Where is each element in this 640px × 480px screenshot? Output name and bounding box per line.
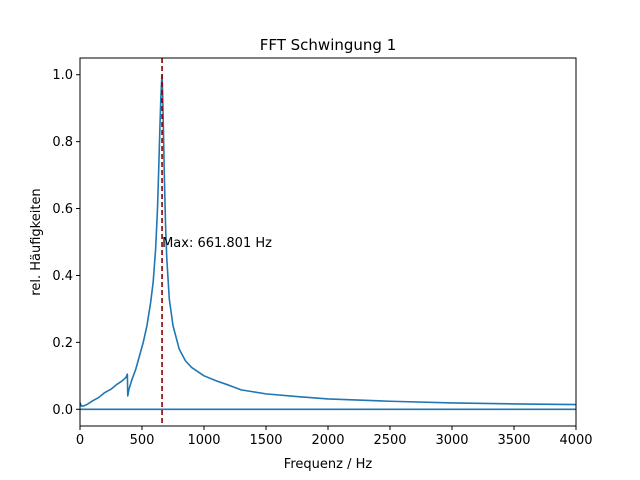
x-tick-label: 3000 bbox=[435, 433, 468, 448]
x-tick-label: 2500 bbox=[373, 433, 406, 448]
x-tick-label: 4000 bbox=[559, 433, 592, 448]
x-tick-label: 1000 bbox=[187, 433, 220, 448]
plot-frame bbox=[79, 57, 577, 427]
x-tick-label: 0 bbox=[76, 433, 84, 448]
y-tick-label: 1.0 bbox=[52, 68, 73, 83]
series-line-1 bbox=[79, 73, 577, 407]
x-tick-label: 2000 bbox=[311, 433, 344, 448]
y-tick-label: 0.6 bbox=[52, 202, 73, 217]
y-axis-ticks: 0.0 0.2 0.4 0.6 0.8 1.0 bbox=[52, 68, 80, 418]
plot-area: Max: 661.801 Hz bbox=[79, 58, 577, 426]
x-tick-label: 3500 bbox=[497, 433, 530, 448]
y-tick-label: 0.8 bbox=[52, 135, 73, 150]
y-axis-label: rel. Häufigkeiten bbox=[29, 188, 44, 295]
x-axis-label: Frequenz / Hz bbox=[284, 457, 373, 472]
x-tick-label: 500 bbox=[130, 433, 155, 448]
x-tick-label: 1500 bbox=[249, 433, 282, 448]
chart-title: FFT Schwingung 1 bbox=[260, 36, 397, 54]
y-tick-label: 0.4 bbox=[52, 269, 73, 284]
y-tick-label: 0.0 bbox=[52, 403, 73, 418]
x-axis-ticks: 0 500 1000 1500 2000 2500 3000 3500 4000 bbox=[76, 426, 593, 448]
y-tick-label: 0.2 bbox=[52, 336, 73, 351]
annotation-max-label: Max: 661.801 Hz bbox=[162, 236, 272, 251]
